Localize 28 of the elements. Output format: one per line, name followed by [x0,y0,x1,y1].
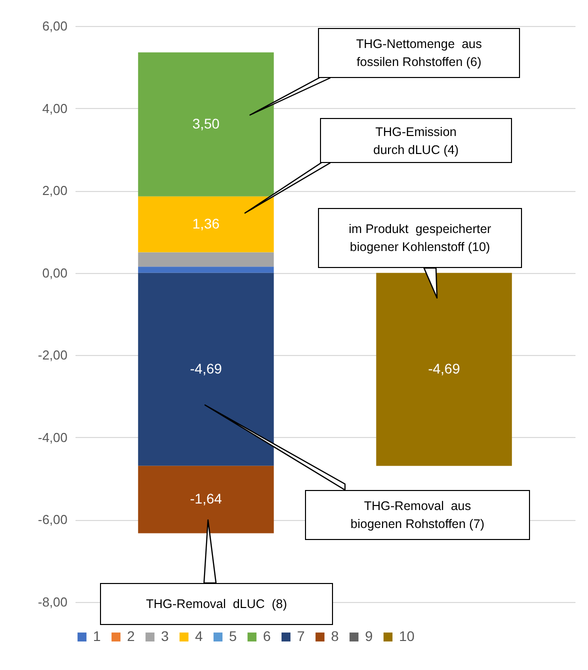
callout-box: im Produkt gespeicherter biogener Kohlenstoff (10) [318,208,522,268]
callout-box: THG-Emission durch dLUC (4) [320,118,512,163]
y-tick-label: 6,00 [42,18,68,34]
legend-label: 7 [297,628,305,644]
legend-label: 1 [93,628,101,644]
data-label: -4,69 [190,360,222,376]
legend-label: 8 [331,628,339,644]
y-tick-label: 4,00 [42,100,68,116]
y-tick-label: -4,00 [38,430,68,445]
legend-label: 9 [365,628,373,644]
data-label: -1,64 [190,490,222,507]
callout-box: THG-Removal dLUC (8) [100,583,333,625]
y-tick-label: -6,00 [38,512,68,528]
y-tick-label: 0,00 [42,265,68,280]
data-label: 1,36 [192,215,220,232]
legend-label: 3 [161,628,169,644]
y-tick-label: 2,00 [42,183,68,198]
y-tick-label: -8,00 [38,594,68,610]
legend-label: 4 [195,628,203,644]
data-label: -4,69 [428,360,460,376]
legend-label: 5 [229,628,237,644]
callout-box: THG-Nettomenge aus fossilen Rohstoffen (6) [318,28,520,78]
callout-box: THG-Removal aus biogenen Rohstoffen (7) [305,490,530,540]
legend-label: 2 [127,628,135,644]
legend-label: 6 [263,628,271,644]
legend-label: 10 [399,628,415,644]
data-label: 3,50 [192,115,220,132]
y-tick-label: -2,00 [38,348,68,363]
